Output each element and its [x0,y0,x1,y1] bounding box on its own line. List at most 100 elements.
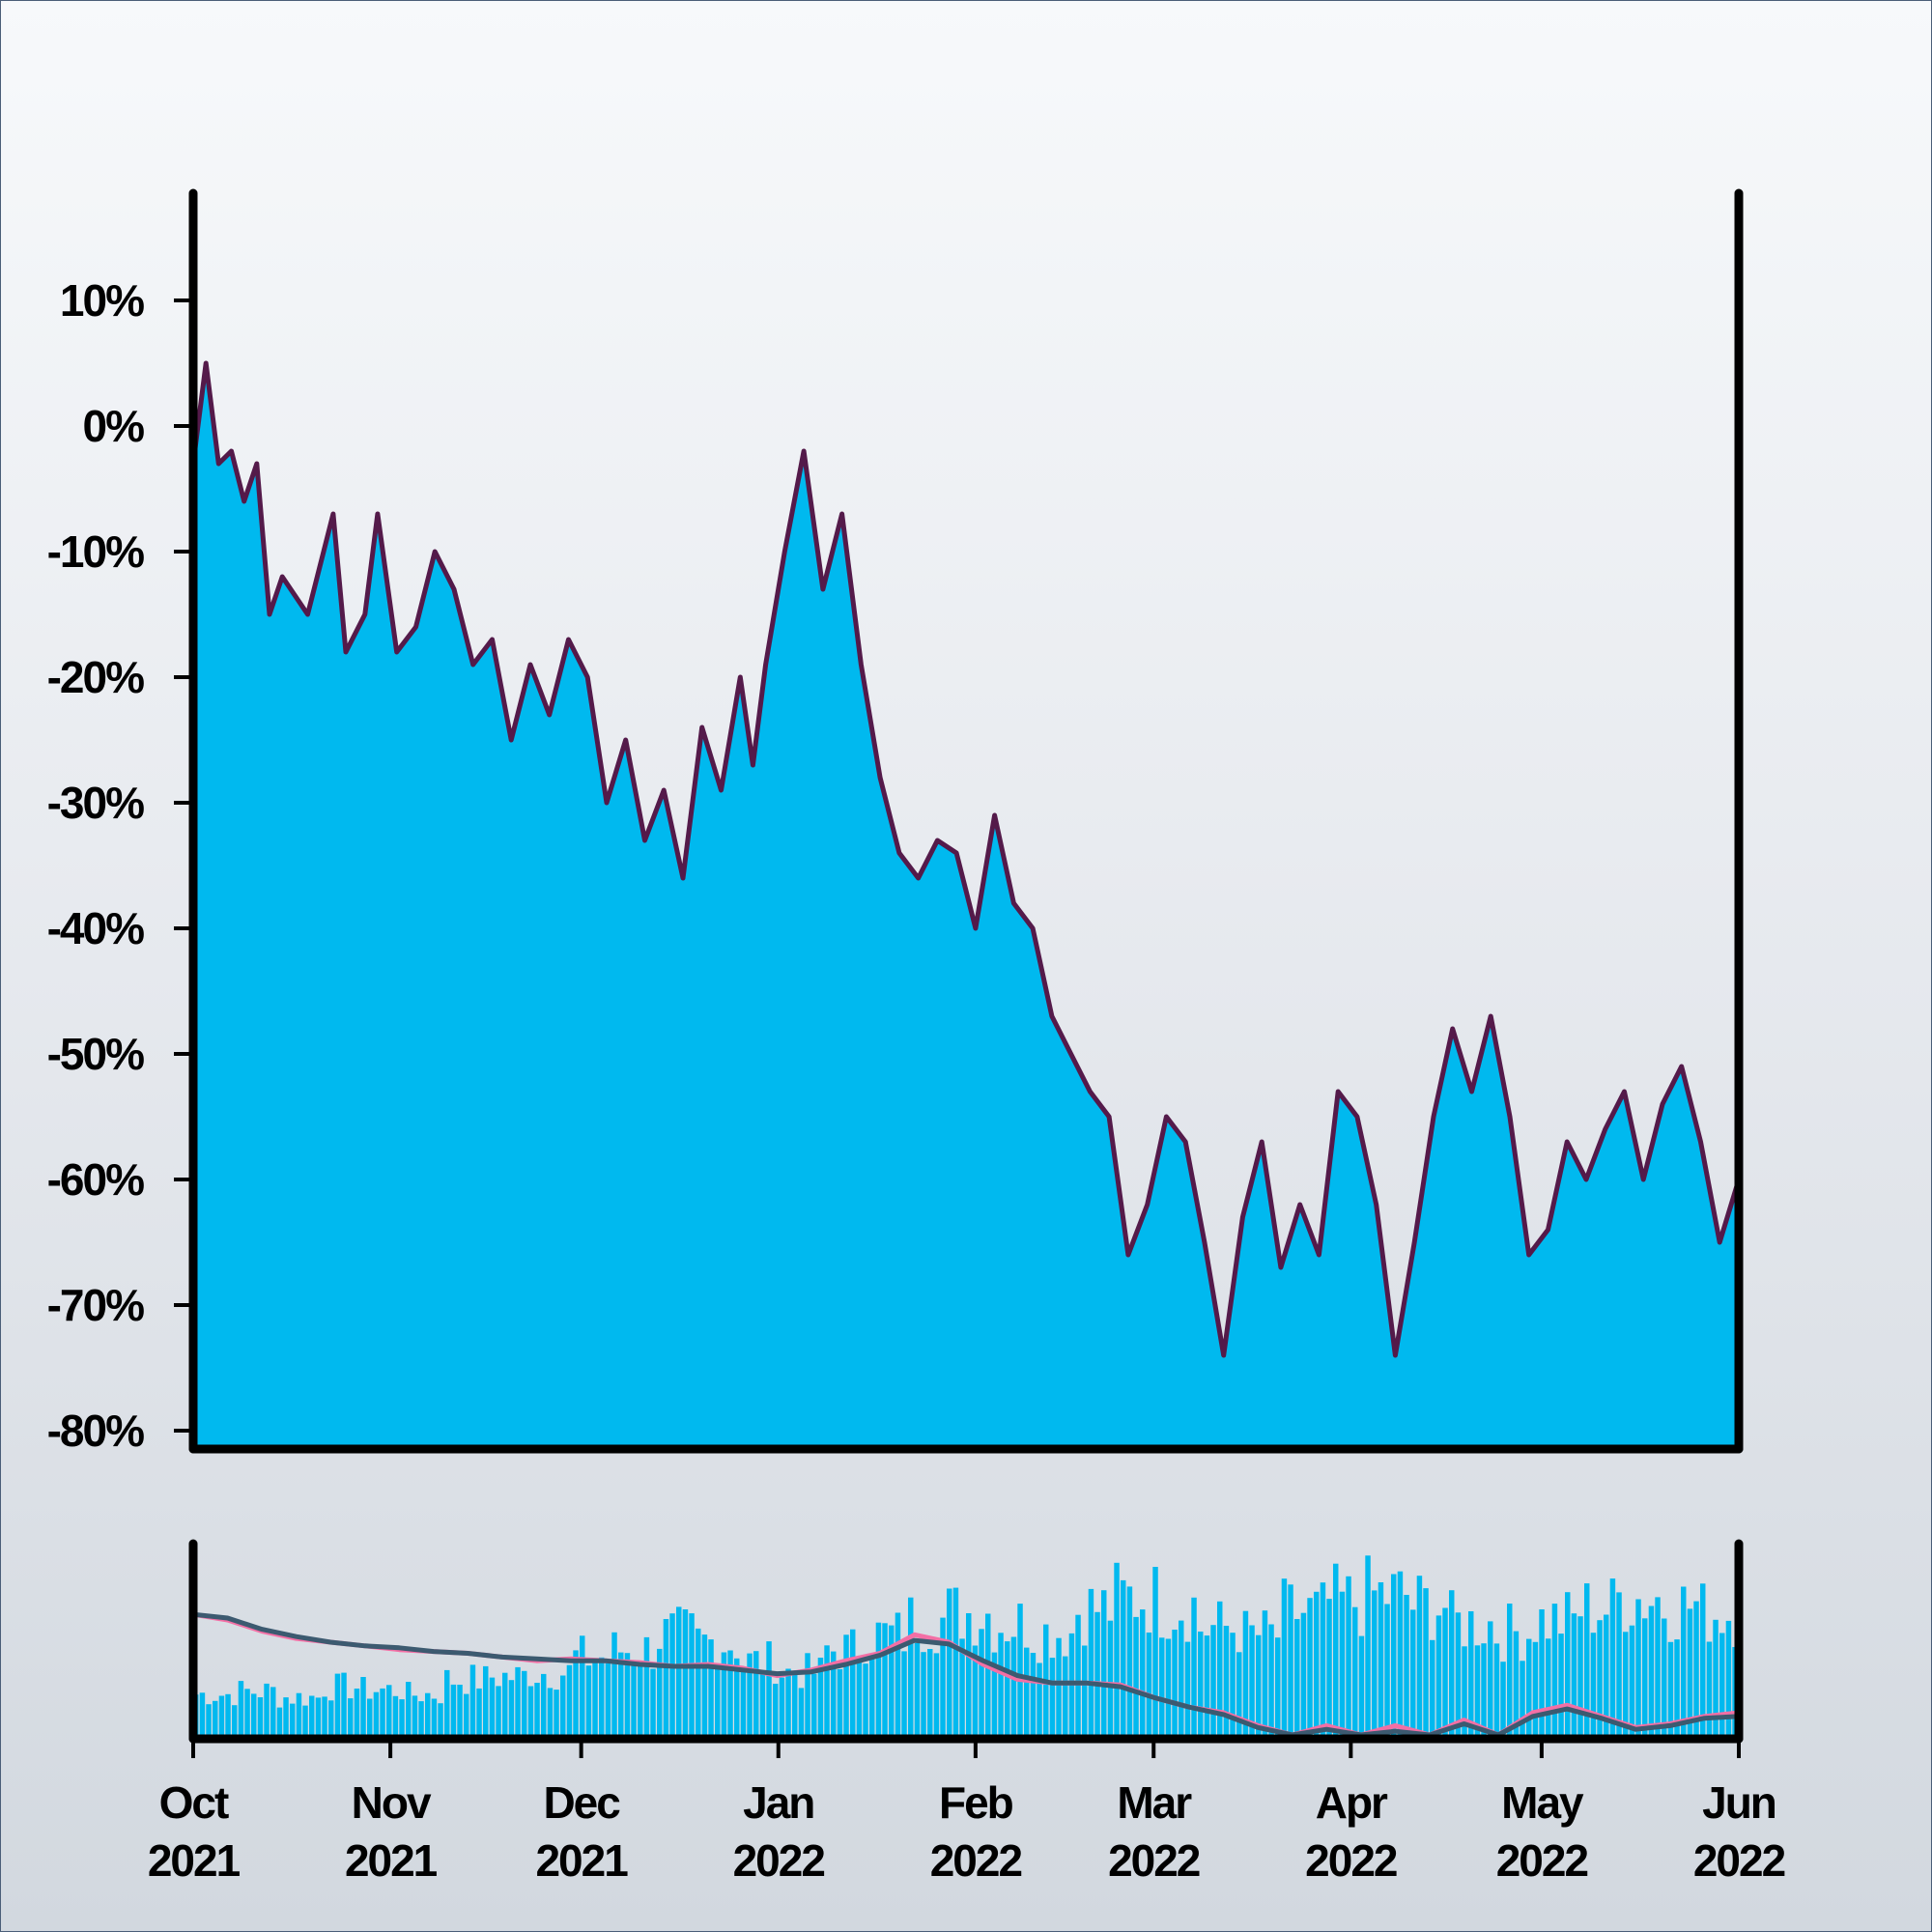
y-tick-label: -70% [47,1280,144,1330]
volume-bar [1204,1635,1210,1739]
volume-bar [1210,1625,1216,1739]
volume-bar [1365,1555,1371,1739]
volume-bar [225,1693,231,1739]
volume-bar [1179,1620,1184,1739]
volume-bar [1384,1604,1390,1739]
volume-bar [1217,1601,1223,1739]
volume-bar [1667,1641,1674,1739]
volume-bar [1314,1591,1320,1739]
volume-bar [1584,1583,1590,1739]
x-tick-year: 2022 [1693,1835,1785,1886]
volume-bar [334,1673,341,1739]
volume-bar [431,1698,438,1739]
volume-bar [1597,1620,1603,1739]
volume-bar [792,1674,798,1739]
volume-bar [715,1668,721,1739]
volume-bar [373,1691,380,1739]
volume-bar [238,1681,244,1739]
volume-bar [1449,1590,1455,1739]
volume-bar [1307,1598,1313,1739]
x-tick-year: 2021 [345,1835,438,1886]
volume-bar [283,1697,289,1739]
volume-bar [348,1698,354,1739]
volume-bar [1474,1645,1481,1739]
volume-bar [1223,1626,1230,1739]
volume-bar [251,1693,257,1739]
volume-bar [1590,1633,1597,1739]
volume-bar [952,1587,959,1739]
volume-bar [753,1651,759,1739]
volume-bar [1236,1652,1242,1739]
volume-bar [1655,1597,1661,1739]
volume-bar [940,1617,946,1739]
volume-bar [1333,1563,1339,1739]
volume-bar [1493,1643,1500,1739]
volume-bar [1088,1588,1094,1739]
volume-bar [566,1664,573,1739]
x-tick-month: Jun [1702,1777,1776,1828]
volume-bar [1500,1662,1506,1739]
x-tick-month: Apr [1316,1777,1388,1828]
volume-bar [1230,1633,1236,1739]
volume-bar [1662,1618,1667,1739]
volume-bar [1121,1579,1126,1739]
volume-bar [1281,1578,1288,1739]
y-tick-label: 0% [83,401,145,451]
volume-panel: Oct 2021 Nov 2021 Dec 2021 Jan 2022 Feb 2022 Mar 20… [148,1539,1787,1886]
volume-bar [1152,1567,1158,1739]
volume-bar [824,1645,830,1739]
volume-bar [1488,1621,1493,1739]
volume-bar [592,1660,598,1739]
volume-bar [682,1609,689,1739]
y-tick-label: -50% [47,1029,144,1079]
x-tick-year: 2022 [1305,1835,1397,1886]
volume-bar [1642,1618,1648,1739]
volume-bar [425,1692,431,1739]
volume-bar [213,1700,218,1739]
volume-bar [399,1699,405,1739]
volume-bar [947,1588,952,1739]
volume-bar [1140,1609,1146,1739]
volume-bar [875,1622,882,1739]
volume-bar [438,1703,443,1739]
volume-bar [218,1695,225,1739]
volume-bar [889,1625,895,1739]
volume-bar [837,1669,843,1739]
volume-bar [1339,1591,1346,1739]
volume-bar [476,1688,482,1739]
volume-bar [785,1668,791,1739]
volume-bar [669,1613,675,1739]
volume-bar [811,1673,817,1739]
volume-bar [1346,1576,1351,1739]
volume-bar [908,1597,914,1739]
volume-bar [1681,1586,1687,1739]
volume-bar [1017,1604,1023,1739]
volume-bar [585,1665,592,1739]
y-tick-label: -60% [47,1154,144,1205]
volume-bar [1256,1634,1262,1739]
volume-bar [1063,1656,1068,1739]
volume-bar [1719,1633,1725,1739]
volume-bar [1430,1639,1435,1739]
volume-bar [1075,1614,1081,1739]
volume-bar [1094,1611,1100,1739]
volume-bar [1609,1578,1616,1739]
volume-bar [1358,1635,1365,1739]
volume-bar [464,1693,469,1739]
volume-bar [290,1703,296,1739]
volume-bar [1713,1619,1719,1739]
volume-bar [933,1653,940,1739]
volume-bar [386,1685,392,1739]
volume-bar [740,1666,747,1739]
volume-bar [1616,1592,1622,1739]
volume-bar [1481,1643,1487,1739]
volume-bar [1300,1612,1307,1739]
volume-bar [515,1666,521,1739]
x-axis-ticks: Oct 2021 Nov 2021 Dec 2021 Jan 2022 Feb 2022 Mar 20… [148,1739,1787,1886]
volume-bar [1526,1638,1532,1739]
volume-bar [1165,1638,1172,1739]
volume-bar [1623,1632,1629,1739]
x-tick-month: Feb [939,1777,1013,1828]
volume-bar [367,1698,373,1739]
